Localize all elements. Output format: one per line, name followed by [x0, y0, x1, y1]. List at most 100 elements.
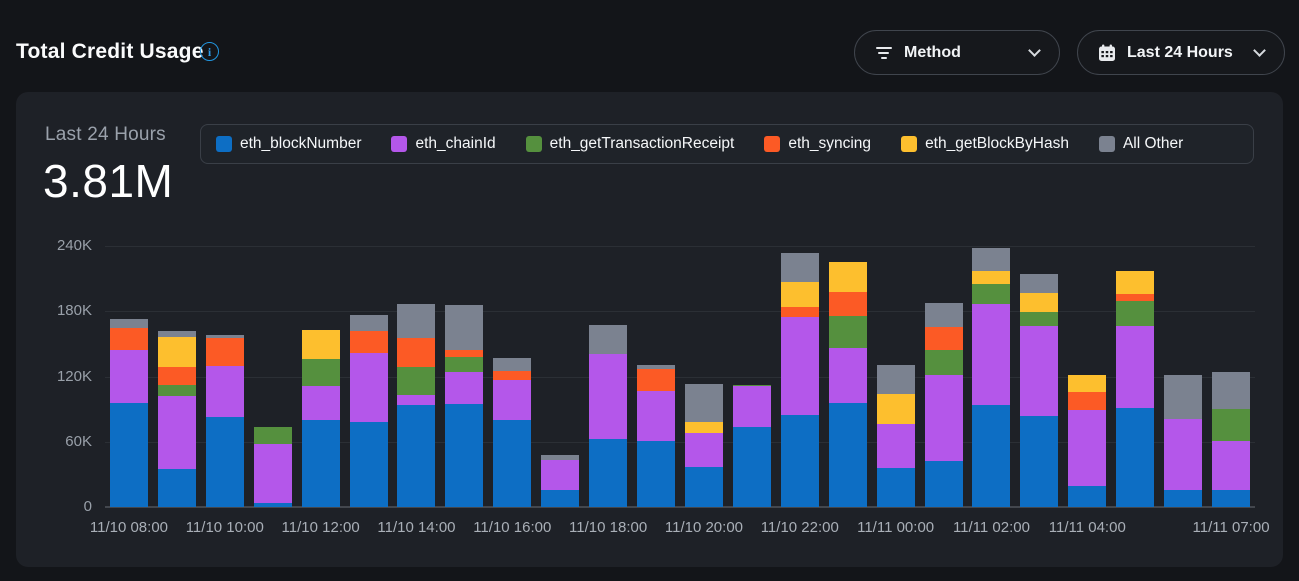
bar-segment-eth_getBlockByHash: [1068, 375, 1107, 392]
gridline: [105, 246, 1255, 247]
bar-segment-eth_syncing: [157, 366, 196, 386]
bar-segment-eth_blockNumber: [1116, 408, 1155, 507]
bar-11-10-12-00[interactable]: [301, 329, 340, 507]
bar-11-10-21-00[interactable]: [732, 385, 771, 507]
bar-11-10-14-00[interactable]: [397, 303, 436, 507]
bar-segment-eth_blockNumber: [1164, 489, 1203, 507]
bar-segment-eth_chainId: [157, 396, 196, 469]
legend-swatch-icon: [901, 136, 918, 152]
bar-segment-eth_getBlockByHash: [1020, 292, 1059, 313]
bar-segment-All Other: [589, 325, 628, 354]
bar-segment-All Other: [637, 364, 676, 369]
bar-segment-eth_blockNumber: [1020, 415, 1059, 507]
bar-11-10-09-00[interactable]: [157, 330, 196, 507]
bar-segment-eth_syncing: [205, 338, 244, 366]
bar-segment-eth_blockNumber: [589, 438, 628, 507]
bar-segment-eth_blockNumber: [205, 416, 244, 507]
page-title: Total Credit Usage: [16, 40, 204, 63]
bar-segment-eth_blockNumber: [972, 404, 1011, 507]
bar-11-10-23-00[interactable]: [828, 262, 867, 507]
bar-11-11-05-00[interactable]: [1116, 271, 1155, 507]
bar-segment-eth_blockNumber: [397, 404, 436, 507]
bar-segment-eth_chainId: [493, 379, 532, 420]
summary-period-label: Last 24 Hours: [45, 124, 166, 145]
bar-11-10-18-00[interactable]: [589, 325, 628, 507]
y-axis-tick-label: 60K: [65, 432, 92, 450]
legend-item-All Other[interactable]: All Other: [1098, 135, 1183, 153]
bar-segment-eth_getBlockByHash: [684, 422, 723, 434]
bar-segment-eth_blockNumber: [732, 426, 771, 507]
legend-item-eth_chainId[interactable]: eth_chainId: [391, 135, 496, 153]
x-axis-tick-label: 11/10 22:00: [760, 519, 839, 536]
bar-segment-eth_blockNumber: [1068, 486, 1107, 507]
legend-label: eth_getTransactionReceipt: [549, 135, 735, 152]
x-axis-tick-label: 11/10 10:00: [185, 519, 264, 536]
bar-segment-eth_getTransactionReceipt: [828, 315, 867, 349]
bar-11-10-19-00[interactable]: [637, 364, 676, 507]
bar-segment-eth_chainId: [780, 316, 819, 415]
bar-segment-eth_getBlockByHash: [876, 393, 915, 425]
y-axis-tick-label: 240K: [56, 237, 92, 254]
bar-11-10-08-00[interactable]: [109, 318, 148, 507]
bar-11-11-07-00[interactable]: [1212, 372, 1251, 507]
bar-11-11-04-00[interactable]: [1068, 375, 1107, 507]
info-icon[interactable]: i: [200, 42, 219, 61]
chevron-down-icon: [1253, 43, 1266, 57]
legend-label: eth_blockNumber: [240, 135, 362, 152]
bar-11-10-15-00[interactable]: [445, 304, 484, 507]
bar-segment-eth_getBlockByHash: [157, 337, 196, 367]
bar-segment-eth_getBlockByHash: [972, 271, 1011, 285]
bar-11-11-02-00[interactable]: [972, 248, 1011, 507]
bar-segment-All Other: [349, 314, 388, 331]
bar-segment-eth_chainId: [876, 424, 915, 468]
legend-item-eth_blockNumber[interactable]: eth_blockNumber: [216, 135, 361, 153]
bar-11-11-01-00[interactable]: [924, 302, 963, 507]
legend-item-eth_getBlockByHash[interactable]: eth_getBlockByHash: [901, 135, 1069, 153]
legend-label: eth_syncing: [788, 135, 872, 152]
bar-segment-eth_chainId: [924, 375, 963, 462]
bar-11-10-16-00[interactable]: [493, 358, 532, 507]
bar-segment-eth_chainId: [828, 348, 867, 403]
bar-11-11-03-00[interactable]: [1020, 274, 1059, 507]
bar-11-11-00-00[interactable]: [876, 364, 915, 507]
x-axis-tick-label: 11/11 02:00: [952, 519, 1030, 536]
calendar-icon: [1098, 44, 1116, 62]
bar-segment-All Other: [684, 384, 723, 423]
bar-segment-eth_chainId: [1212, 440, 1251, 490]
legend-item-eth_syncing[interactable]: eth_syncing: [764, 135, 871, 153]
bar-segment-eth_blockNumber: [924, 461, 963, 507]
x-axis-tick-label: 11/11 00:00: [857, 519, 935, 536]
bar-segment-eth_blockNumber: [1212, 489, 1251, 507]
bar-11-10-20-00[interactable]: [684, 384, 723, 507]
bar-segment-eth_syncing: [780, 306, 819, 317]
bar-segment-eth_blockNumber: [493, 420, 532, 507]
bar-segment-eth_syncing: [445, 350, 484, 357]
bar-11-11-06-00[interactable]: [1164, 375, 1203, 507]
bar-segment-All Other: [1164, 375, 1203, 419]
legend-swatch-icon: [764, 136, 781, 152]
bar-11-10-13-00[interactable]: [349, 314, 388, 507]
x-axis-tick-label: 11/10 16:00: [473, 519, 552, 536]
bar-11-10-11-00[interactable]: [253, 426, 292, 507]
date-range-dropdown[interactable]: Last 24 Hours: [1077, 30, 1285, 75]
bar-11-10-22-00[interactable]: [780, 252, 819, 507]
bar-segment-All Other: [445, 304, 484, 351]
bar-segment-All Other: [109, 318, 148, 328]
method-filter-dropdown[interactable]: Method: [854, 30, 1060, 75]
bar-segment-eth_chainId: [1020, 326, 1059, 416]
credit-usage-card: Last 24 Hours 3.81M eth_blockNumber eth_c…: [16, 92, 1283, 567]
bar-segment-All Other: [876, 364, 915, 394]
bar-segment-eth_blockNumber: [301, 420, 340, 507]
bar-segment-eth_getTransactionReceipt: [253, 426, 292, 444]
legend-label: eth_chainId: [415, 135, 496, 152]
bar-segment-eth_blockNumber: [637, 440, 676, 507]
bar-11-10-10-00[interactable]: [205, 335, 244, 507]
x-axis-tick-label: 11/10 14:00: [377, 519, 456, 536]
bar-11-10-17-00[interactable]: [541, 454, 580, 507]
bar-segment-eth_getTransactionReceipt: [1212, 409, 1251, 441]
bar-segment-eth_syncing: [493, 371, 532, 380]
bar-segment-eth_getBlockByHash: [780, 281, 819, 307]
bar-segment-eth_getTransactionReceipt: [301, 359, 340, 387]
bar-segment-All Other: [1020, 274, 1059, 293]
legend-item-eth_getTransactionReceipt[interactable]: eth_getTransactionReceipt: [525, 135, 735, 153]
